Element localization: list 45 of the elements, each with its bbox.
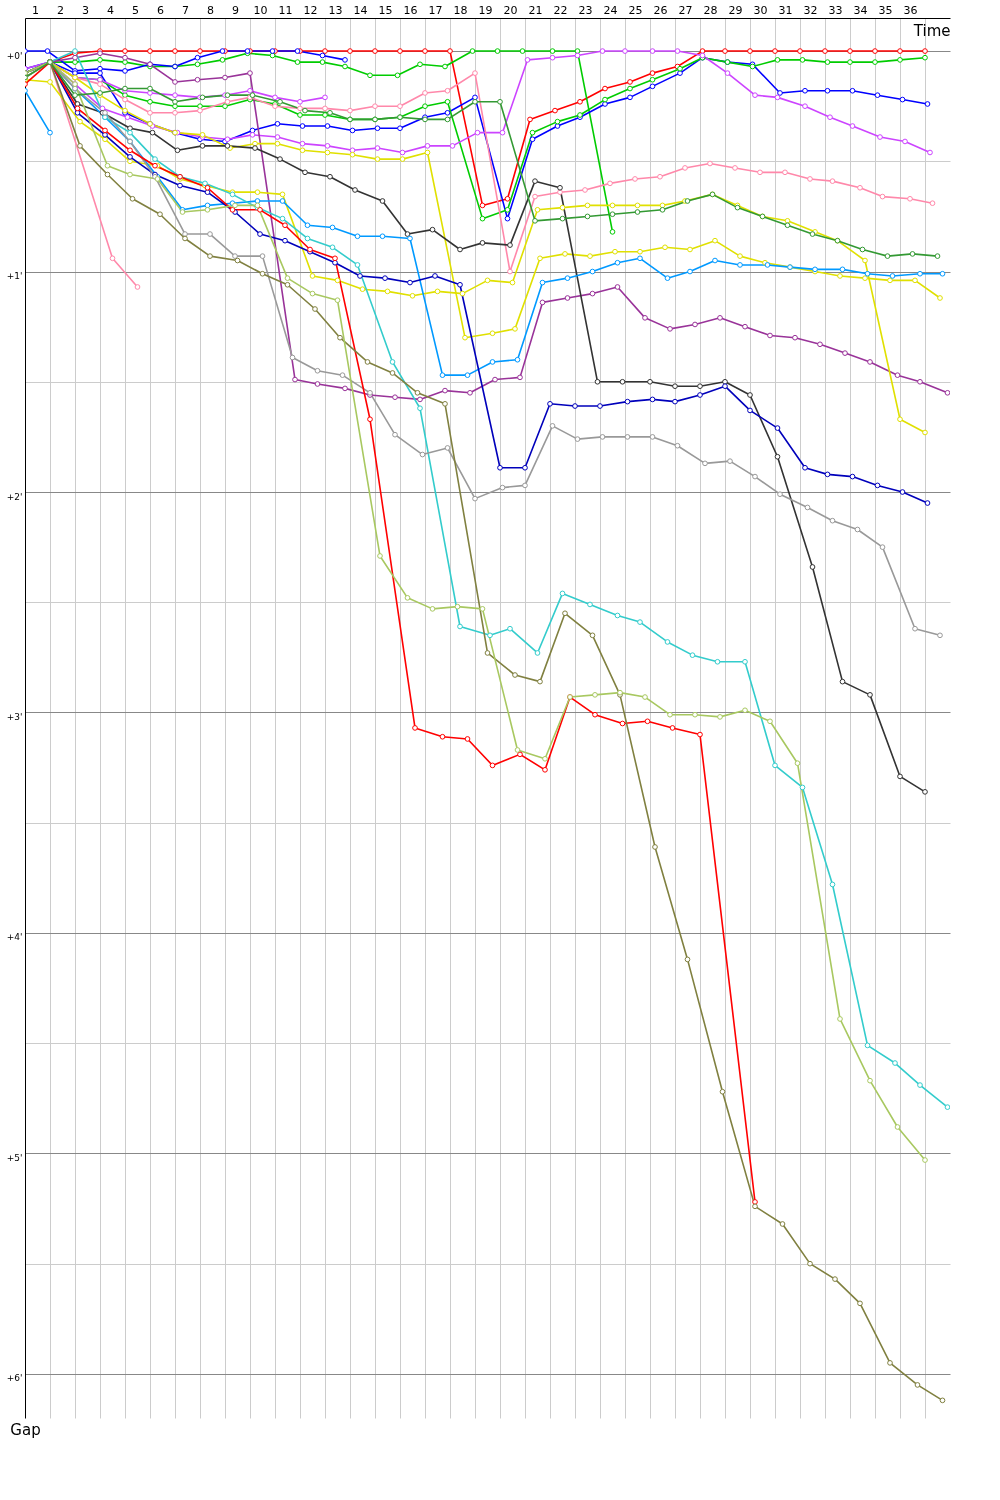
x-tick-label: 32 bbox=[803, 3, 818, 17]
x-tick-label: 11 bbox=[278, 3, 293, 17]
x-tick-label: 1 bbox=[32, 3, 39, 17]
x-tick-label: 21 bbox=[528, 3, 543, 17]
x-tick-label: 31 bbox=[778, 3, 793, 17]
x-tick-label: 24 bbox=[603, 3, 618, 17]
x-tick-label: 17 bbox=[428, 3, 443, 17]
x-tick-label: 22 bbox=[553, 3, 568, 17]
x-tick-label: 18 bbox=[453, 3, 468, 17]
x-tick-label: 3 bbox=[82, 3, 89, 17]
x-tick-label: 33 bbox=[828, 3, 843, 17]
x-tick-label: 13 bbox=[328, 3, 343, 17]
y-tick-label: +4' bbox=[6, 932, 23, 943]
x-tick-label: 26 bbox=[653, 3, 668, 17]
y-tick-label: +0' bbox=[6, 50, 23, 61]
x-tick-label: 9 bbox=[232, 3, 239, 17]
x-tick-label: 35 bbox=[878, 3, 893, 17]
x-tick-label: 15 bbox=[378, 3, 393, 17]
x-tick-label: 30 bbox=[753, 3, 768, 17]
x-tick-label: 16 bbox=[403, 3, 418, 17]
x-tick-label: 14 bbox=[353, 3, 368, 17]
y-tick-label: +1' bbox=[6, 271, 23, 282]
y-axis-title: Gap bbox=[10, 1420, 41, 1439]
x-tick-label: 36 bbox=[903, 3, 918, 17]
y-tick-label: +3' bbox=[6, 711, 23, 722]
x-tick-label: 20 bbox=[503, 3, 518, 17]
x-tick-label: 27 bbox=[678, 3, 693, 17]
x-tick-label: 10 bbox=[253, 3, 268, 17]
x-tick-label: 34 bbox=[853, 3, 868, 17]
x-tick-label: 8 bbox=[207, 3, 214, 17]
x-tick-label: 25 bbox=[628, 3, 643, 17]
y-tick-label: +5' bbox=[6, 1152, 23, 1163]
x-axis-title: Time bbox=[912, 21, 951, 40]
x-tick-label: 5 bbox=[132, 3, 139, 17]
x-tick-label: 12 bbox=[303, 3, 318, 17]
x-tick-label: 2 bbox=[57, 3, 64, 17]
x-tick-label: 6 bbox=[157, 3, 164, 17]
y-tick-label: +2' bbox=[6, 491, 23, 502]
x-tick-label: 4 bbox=[107, 3, 114, 17]
x-tick-label: 29 bbox=[728, 3, 743, 17]
x-tick-label: 19 bbox=[478, 3, 493, 17]
y-tick-label: +6' bbox=[6, 1373, 23, 1384]
x-tick-label: 28 bbox=[703, 3, 718, 17]
x-tick-label: 23 bbox=[578, 3, 593, 17]
x-tick-label: 7 bbox=[182, 3, 189, 17]
